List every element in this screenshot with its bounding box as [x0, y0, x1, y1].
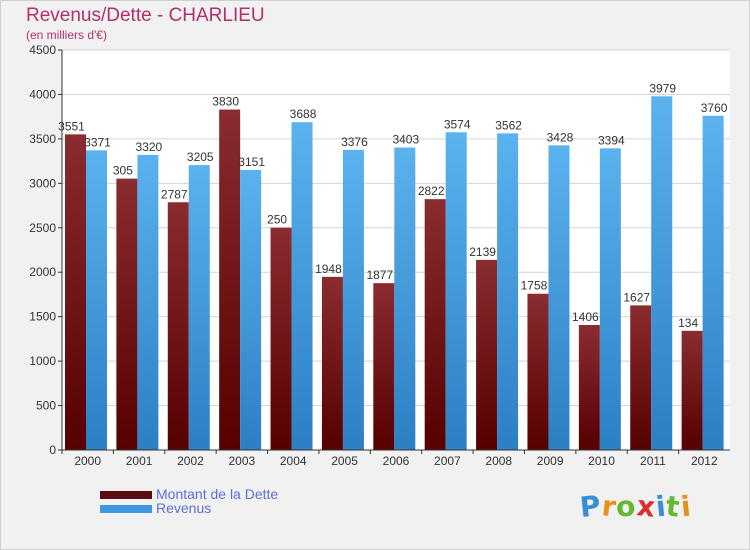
y-tick-label: 3000	[29, 176, 56, 190]
data-label-dette: 2822	[418, 184, 445, 198]
data-label-dette: 3551	[58, 119, 85, 133]
y-tick-label: 4500	[29, 43, 56, 57]
data-label-dette: 1406	[572, 310, 599, 324]
bar-dette	[578, 325, 600, 450]
x-tick-label: 2003	[228, 454, 255, 468]
data-label-revenus: 3760	[701, 101, 728, 115]
data-label-revenus: 3562	[495, 118, 522, 132]
data-label-dette: 2139	[469, 245, 496, 259]
bar-revenus	[548, 145, 570, 451]
data-label-revenus: 3428	[547, 130, 574, 144]
bar-dette	[527, 293, 549, 450]
bar-dette	[116, 178, 138, 450]
bar-revenus	[702, 115, 724, 451]
bar-dette	[65, 134, 86, 450]
legend-swatch-revenus	[100, 505, 152, 513]
data-label-revenus: 3371	[84, 135, 111, 149]
data-label-revenus: 3151	[238, 155, 265, 169]
data-label-dette: 3830	[212, 95, 239, 109]
data-label-revenus: 3205	[187, 150, 214, 164]
data-label-dette: 305	[113, 164, 133, 178]
bar-revenus	[86, 150, 107, 450]
bar-dette	[321, 276, 343, 450]
bar-dette	[630, 305, 652, 450]
bar-revenus	[445, 132, 467, 451]
bar-revenus	[394, 147, 416, 450]
x-tick-label: 2009	[537, 454, 564, 468]
bars	[65, 96, 724, 451]
logo-letter: i	[678, 489, 693, 524]
bar-dette	[681, 330, 703, 450]
chart-title: Revenus/Dette - CHARLIEU	[26, 5, 265, 26]
x-tick-label: 2012	[691, 454, 718, 468]
bar-dette	[476, 259, 498, 450]
bar-revenus	[291, 122, 313, 450]
y-tick-label: 1000	[29, 354, 56, 368]
axes: 0 500 1000 1500 2000 2500 3000 3500 4000 4500 2000…	[29, 43, 730, 468]
bar-revenus	[137, 154, 159, 450]
data-label-dette: 250	[267, 213, 287, 227]
x-tick-label: 2002	[177, 454, 204, 468]
x-tick-label: 2006	[383, 454, 410, 468]
data-label-revenus: 3688	[290, 107, 317, 121]
data-label-revenus: 3574	[444, 117, 471, 131]
bar-revenus	[497, 133, 519, 450]
x-tick-label: 2010	[588, 454, 615, 468]
bar-revenus	[599, 148, 621, 451]
x-tick-label: 2011	[640, 454, 666, 468]
y-tick-label: 1500	[29, 310, 56, 324]
y-tick-label: 500	[36, 399, 56, 413]
data-label-revenus: 3403	[392, 133, 419, 147]
data-label-dette: 2787	[161, 187, 188, 201]
x-tick-label: 2001	[126, 454, 153, 468]
chart-subtitle: (en milliers d'€)	[26, 28, 107, 42]
bar-revenus	[188, 165, 210, 450]
y-tick-label: 0	[49, 443, 56, 457]
legend-label-dette: Montant de la Dette	[156, 486, 279, 502]
data-label-revenus: 3394	[598, 133, 625, 147]
y-tick-label: 3500	[29, 132, 56, 146]
y-tick-label: 2500	[29, 221, 56, 235]
proxiti-logo: Proxiti	[578, 488, 693, 525]
x-tick-label: 2008	[485, 454, 512, 468]
data-label-dette: 1758	[521, 279, 548, 293]
legend-swatch-dette	[100, 491, 152, 499]
data-label-revenus: 3979	[649, 81, 676, 95]
bar-revenus	[651, 96, 673, 451]
data-label-dette: 1627	[623, 290, 650, 304]
x-tick-label: 2007	[434, 454, 461, 468]
bar-revenus	[342, 149, 364, 450]
x-tick-label: 2004	[280, 454, 307, 468]
bar-dette	[424, 199, 446, 450]
data-label-dette: 1877	[366, 268, 393, 282]
data-label-revenus: 3320	[136, 140, 163, 154]
bar-dette	[219, 109, 241, 451]
bar-dette	[270, 227, 292, 450]
bar-dette	[373, 283, 395, 450]
data-label-revenus: 3376	[341, 135, 368, 149]
y-tick-label: 2000	[29, 265, 56, 279]
data-label-dette: 1948	[315, 262, 342, 276]
bar-revenus	[240, 169, 262, 450]
x-tick-label: 2000	[74, 454, 101, 468]
logo-letter: P	[578, 488, 604, 525]
legend-label-revenus: Revenus	[156, 500, 212, 516]
bar-dette	[167, 202, 189, 450]
x-tick-label: 2005	[331, 454, 358, 468]
data-label-dette: 134	[678, 316, 698, 330]
y-tick-label: 4000	[29, 87, 56, 101]
